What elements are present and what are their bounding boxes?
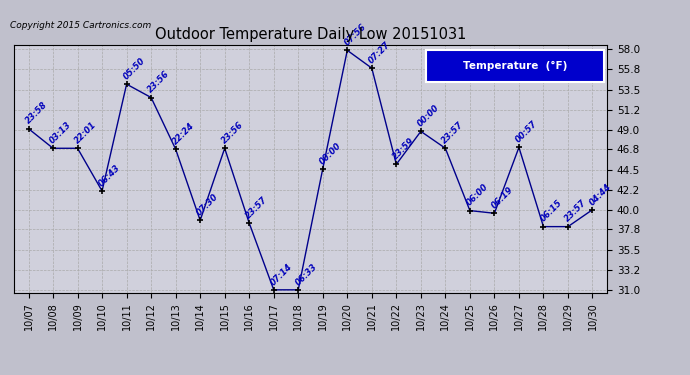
Text: 05:50: 05:50 [121,56,147,81]
Text: 23:58: 23:58 [23,100,49,126]
Text: 23:57: 23:57 [563,198,589,224]
Text: 00:00: 00:00 [416,103,441,129]
Text: 22:24: 22:24 [170,121,196,146]
Text: 23:56: 23:56 [146,69,172,95]
Text: 22:01: 22:01 [72,120,98,146]
Text: 07:30: 07:30 [195,192,221,217]
Text: 23:56: 23:56 [219,120,245,146]
Text: 06:15: 06:15 [538,198,564,224]
Text: 06:43: 06:43 [97,163,122,188]
Text: 00:57: 00:57 [514,119,540,145]
Title: Outdoor Temperature Daily Low 20151031: Outdoor Temperature Daily Low 20151031 [155,27,466,42]
Text: 04:44: 04:44 [587,182,613,207]
Text: 07:14: 07:14 [268,262,294,287]
Text: 06:33: 06:33 [293,262,319,287]
Text: 06:19: 06:19 [489,185,515,210]
Text: 23:59: 23:59 [391,136,417,162]
Text: 06:00: 06:00 [465,183,491,208]
Text: 07:56: 07:56 [342,22,368,48]
Text: Copyright 2015 Cartronics.com: Copyright 2015 Cartronics.com [10,21,152,30]
Text: 00:00: 00:00 [318,141,343,166]
Text: 03:13: 03:13 [48,120,73,146]
Text: 23:57: 23:57 [440,120,466,146]
Text: 07:27: 07:27 [367,40,392,65]
Text: 23:57: 23:57 [244,195,270,220]
